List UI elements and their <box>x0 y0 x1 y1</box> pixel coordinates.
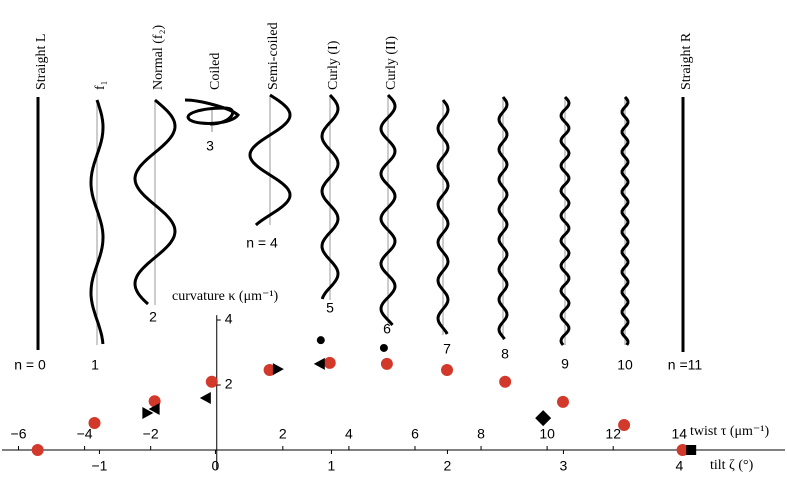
x-tick-label: 8 <box>477 426 485 442</box>
x2-tick-label: 1 <box>328 458 336 474</box>
polymorph-curve <box>89 99 105 345</box>
polymorph-name: f₁ <box>93 80 108 90</box>
polymorph-n: 3 <box>206 138 214 154</box>
x-axis-label: twist τ (μm⁻¹) <box>690 424 769 439</box>
x-tick-label: 6 <box>411 426 419 442</box>
x2-tick-label: 0 <box>212 458 220 474</box>
x2-tick-label: 4 <box>676 458 684 474</box>
point <box>499 375 512 388</box>
point <box>199 392 211 404</box>
polymorph-n: 7 <box>443 341 451 357</box>
polymorph-n: 5 <box>326 300 334 316</box>
polymorph-n: 1 <box>91 357 99 373</box>
polymorph-n: 6 <box>383 321 391 337</box>
point <box>379 343 388 352</box>
point <box>676 444 689 456</box>
point <box>142 406 154 419</box>
polymorph-n: n = 4 <box>246 235 278 251</box>
polymorph-curve <box>436 99 450 335</box>
polymorph-curve <box>497 96 509 340</box>
point <box>316 336 325 345</box>
y-axis-label: curvature κ (μm⁻¹) <box>172 289 279 304</box>
point <box>88 417 101 430</box>
point <box>272 363 284 376</box>
polymorph-name: Coiled <box>208 53 223 90</box>
x-tick-label: 2 <box>279 426 287 442</box>
polymorph-shapes <box>36 93 685 352</box>
polymorph-name: Curly (II) <box>384 36 399 90</box>
polymorph-n: 9 <box>561 356 569 372</box>
point <box>263 364 276 377</box>
point <box>686 445 697 455</box>
polymorph-curve <box>184 98 240 126</box>
polymorph-curve <box>379 93 397 326</box>
x-tick-label: −2 <box>143 426 159 442</box>
polymorph-curve <box>248 93 292 227</box>
point <box>380 357 393 370</box>
polymorph-n: 8 <box>501 346 509 362</box>
x-tick-label: 10 <box>539 426 555 442</box>
polymorph-curve <box>559 95 571 346</box>
x2-tick-label: −1 <box>91 458 107 474</box>
point <box>205 375 218 388</box>
point <box>323 356 336 369</box>
polymorph-name: Normal (f₂) <box>151 25 166 90</box>
point <box>618 418 631 431</box>
polymorph-curve <box>620 95 630 346</box>
polymorph-name: Curly (I) <box>326 40 341 90</box>
x-tick-label: −4 <box>77 426 93 442</box>
x-tick-label: 4 <box>345 426 353 442</box>
polymorph-n: n = 0 <box>14 357 46 373</box>
x2-tick-label: 3 <box>560 458 568 474</box>
y-tick-label: 2 <box>225 376 233 392</box>
y-tick-label: 4 <box>225 311 233 327</box>
point <box>148 403 160 416</box>
point <box>556 395 569 408</box>
polymorph-n: 2 <box>149 309 157 325</box>
polymorph-name: Straight R <box>679 32 694 90</box>
point <box>313 357 325 370</box>
polymorph-n: n =11 <box>668 357 703 373</box>
polymorph-curve <box>320 93 340 300</box>
polymorph-name: Semi-coiled <box>266 22 281 90</box>
x2-axis-label: tilt ζ (°) <box>710 458 754 473</box>
polymorph-curve <box>133 98 177 306</box>
x-tick-label: 14 <box>671 426 687 442</box>
point <box>31 444 44 456</box>
polymorph-n: 10 <box>617 357 633 373</box>
x2-tick-label: 2 <box>444 458 452 474</box>
polymorph-name: Straight L <box>34 34 49 90</box>
x-tick-label: −6 <box>11 426 27 442</box>
point <box>441 364 454 377</box>
x-tick-label: 12 <box>605 426 621 442</box>
point <box>535 410 552 427</box>
